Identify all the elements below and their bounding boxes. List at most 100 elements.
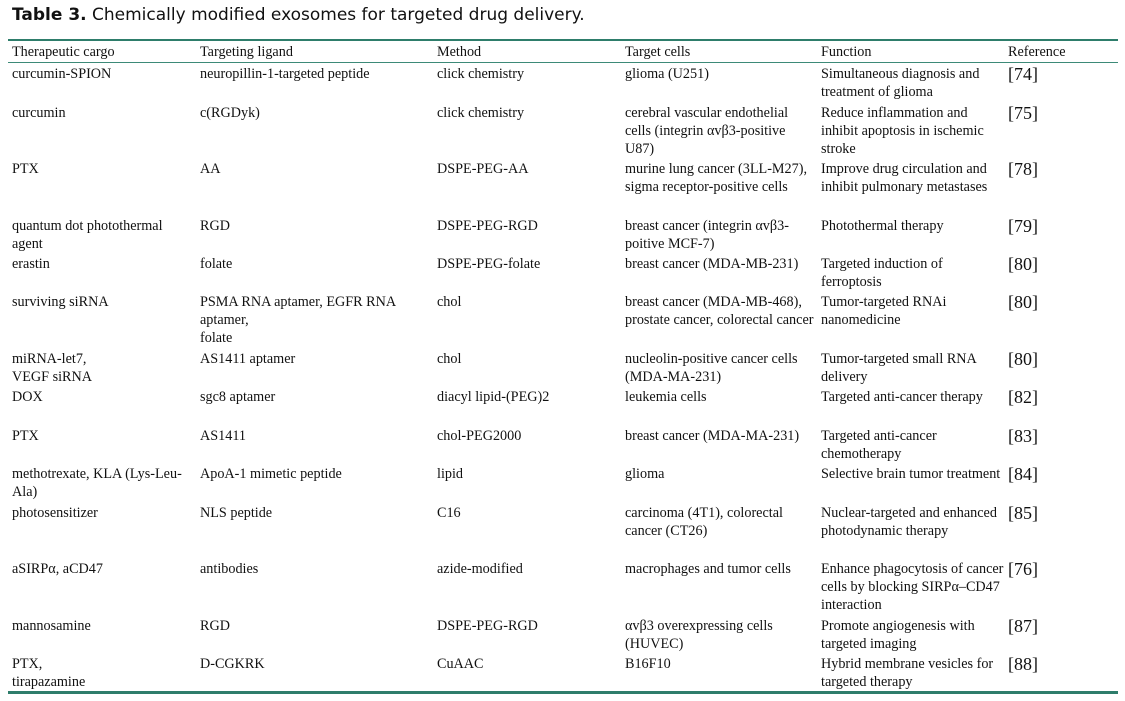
cell-function: Simultaneous diagnosis and treatment of … [821, 66, 980, 100]
cell-target-cells: cerebral vascular endothelial cells (int… [625, 105, 789, 157]
cell-function: Photothermal therapy [821, 218, 944, 234]
cell-target-cells: αvβ3 overexpressing cells (HUVEC) [625, 618, 773, 652]
cell-target-cells: glioma (U251) [625, 66, 709, 82]
table-row: photosensitizer NLS peptide C16 carcinoma (… [8, 503, 1118, 559]
cell-cargo: methotrexate, KLA (Lys-Leu-Ala) [12, 466, 182, 500]
table-row: miRNA-let7, VEGF siRNA AS1411 aptamer chol n… [8, 349, 1118, 387]
cell-cargo: PTX [12, 161, 39, 177]
table-row: curcumin-SPION neuropillin-1-targeted pep… [8, 64, 1118, 103]
cell-function: Targeted induction of ferroptosis [821, 256, 943, 290]
cell-cargo: surviving siRNA [12, 294, 109, 310]
cell-reference: [74] [1008, 64, 1038, 84]
cell-reference: [80] [1008, 254, 1038, 274]
cell-method: diacyl lipid-(PEG)2 [437, 389, 550, 405]
cell-target-cells: carcinoma (4T1), colorectal cancer (CT26… [625, 505, 783, 539]
cell-ligand: RGD [200, 218, 230, 234]
table-row: DOX sgc8 aptamer diacyl lipid-(PEG)2 leukem… [8, 387, 1118, 426]
cell-cargo: miRNA-let7, VEGF siRNA [12, 351, 93, 385]
table-row: surviving siRNA PSMA RNA aptamer, EGFR RN… [8, 292, 1118, 349]
cell-method: chol-PEG2000 [437, 428, 522, 444]
cell-reference: [84] [1008, 464, 1038, 484]
cell-ligand: AA [200, 161, 221, 177]
cell-cargo: erastin [12, 256, 50, 272]
cell-function: Nuclear-targeted and enhanced photodynam… [821, 505, 997, 539]
table-row: erastin folate DSPE-PEG-folate breast cance… [8, 254, 1118, 292]
cell-target-cells: macrophages and tumor cells [625, 561, 791, 577]
table-bottom-rule [8, 691, 1118, 694]
cell-reference: [85] [1008, 503, 1038, 523]
cell-function: Reduce inflammation and inhibit apoptosi… [821, 105, 984, 157]
cell-reference: [80] [1008, 292, 1038, 312]
cell-function: Promote angiogenesis with targeted imagi… [821, 618, 975, 652]
cell-reference: [82] [1008, 387, 1038, 407]
cell-method: click chemistry [437, 105, 525, 121]
cell-ligand: neuropillin-1-targeted peptide [200, 66, 370, 82]
cell-reference: [83] [1008, 426, 1038, 446]
cell-method: azide-modified [437, 561, 523, 577]
cell-method: CuAAC [437, 656, 484, 672]
cell-ligand: antibodies [200, 561, 259, 577]
cell-cargo: quantum dot photothermal agent [12, 218, 163, 252]
cell-reference: [79] [1008, 216, 1038, 236]
cell-ligand: RGD [200, 618, 230, 634]
table-caption-label: Table 3. [12, 5, 87, 25]
cell-target-cells: glioma [625, 466, 665, 482]
cell-ligand: sgc8 aptamer [200, 389, 276, 405]
cell-reference: [88] [1008, 654, 1038, 674]
cell-function: Selective brain tumor treatment [821, 466, 1001, 482]
cell-cargo: DOX [12, 389, 43, 405]
cell-reference: [80] [1008, 349, 1038, 369]
cell-cargo: aSIRPα, aCD47 [12, 561, 103, 577]
cell-ligand: PSMA RNA aptamer, EGFR RNA aptamer, folat… [200, 294, 396, 346]
column-header-target-cells: Target cells [625, 44, 691, 60]
cell-reference: [87] [1008, 616, 1038, 636]
cell-target-cells: leukemia cells [625, 389, 707, 405]
table-caption-text: Chemically modified exosomes for targete… [92, 5, 585, 25]
cell-function: Targeted anti-cancer therapy [821, 389, 983, 405]
cell-method: click chemistry [437, 66, 525, 82]
cell-reference: [76] [1008, 559, 1038, 579]
table-top-rule [8, 39, 1118, 41]
cell-ligand: ApoA-1 mimetic peptide [200, 466, 342, 482]
cell-method: DSPE-PEG-RGD [437, 218, 538, 234]
cell-ligand: AS1411 [200, 428, 246, 444]
table-header: Therapeutic cargo Targeting ligand Method T… [8, 42, 1118, 64]
table-row: curcumin c(RGDyk) click chemistry cerebral … [8, 103, 1118, 159]
cell-ligand: AS1411 aptamer [200, 351, 296, 367]
cell-function: Enhance phagocytosis of cancer cells by … [821, 561, 1004, 613]
cell-reference: [75] [1008, 103, 1038, 123]
cell-method: DSPE-PEG-folate [437, 256, 541, 272]
column-header-method: Method [437, 44, 482, 60]
cell-target-cells: breast cancer (integrin αvβ3-poitive MCF… [625, 218, 789, 252]
data-table: Therapeutic cargo Targeting ligand Method T… [8, 42, 1118, 692]
column-header-function: Function [821, 44, 872, 60]
table-row: quantum dot photothermal agent RGD DSPE-PE… [8, 216, 1118, 254]
cell-method: chol [437, 351, 462, 367]
cell-target-cells: breast cancer (MDA-MB-468), prostate can… [625, 294, 814, 328]
table-row: PTX AA DSPE-PEG-AA murine lung cancer (3LL-… [8, 159, 1118, 216]
cell-method: DSPE-PEG-AA [437, 161, 529, 177]
cell-ligand: folate [200, 256, 233, 272]
cell-target-cells: nucleolin-positive cancer cells (MDA-MA-… [625, 351, 798, 385]
cell-method: lipid [437, 466, 464, 482]
cell-cargo: PTX [12, 428, 39, 444]
cell-cargo: photosensitizer [12, 505, 98, 521]
column-header-ligand: Targeting ligand [200, 44, 293, 60]
table-row: mannosamine RGD DSPE-PEG-RGD αvβ3 overexpre… [8, 616, 1118, 654]
column-header-reference: Reference [1008, 44, 1066, 60]
cell-ligand: D-CGKRK [200, 656, 265, 672]
cell-cargo: mannosamine [12, 618, 91, 634]
cell-ligand: c(RGDyk) [200, 105, 260, 121]
table-caption: Table 3. Chemically modified exosomes fo… [12, 5, 585, 25]
cell-function: Hybrid membrane vesicles for targeted th… [821, 656, 994, 690]
table-body: curcumin-SPION neuropillin-1-targeted pep… [8, 64, 1118, 692]
cell-cargo: curcumin-SPION [12, 66, 112, 82]
table-row: aSIRPα, aCD47 antibodies azide-modified mac… [8, 559, 1118, 616]
cell-target-cells: breast cancer (MDA-MB-231) [625, 256, 799, 272]
table-row: PTX AS1411 chol-PEG2000 breast cancer (MDA-… [8, 426, 1118, 464]
cell-function: Tumor-targeted RNAi nanomedicine [821, 294, 947, 328]
cell-target-cells: breast cancer (MDA-MA-231) [625, 428, 800, 444]
cell-function: Tumor-targeted small RNA delivery [821, 351, 976, 385]
cell-target-cells: B16F10 [625, 656, 671, 672]
cell-cargo: PTX, tirapazamine [12, 656, 86, 690]
